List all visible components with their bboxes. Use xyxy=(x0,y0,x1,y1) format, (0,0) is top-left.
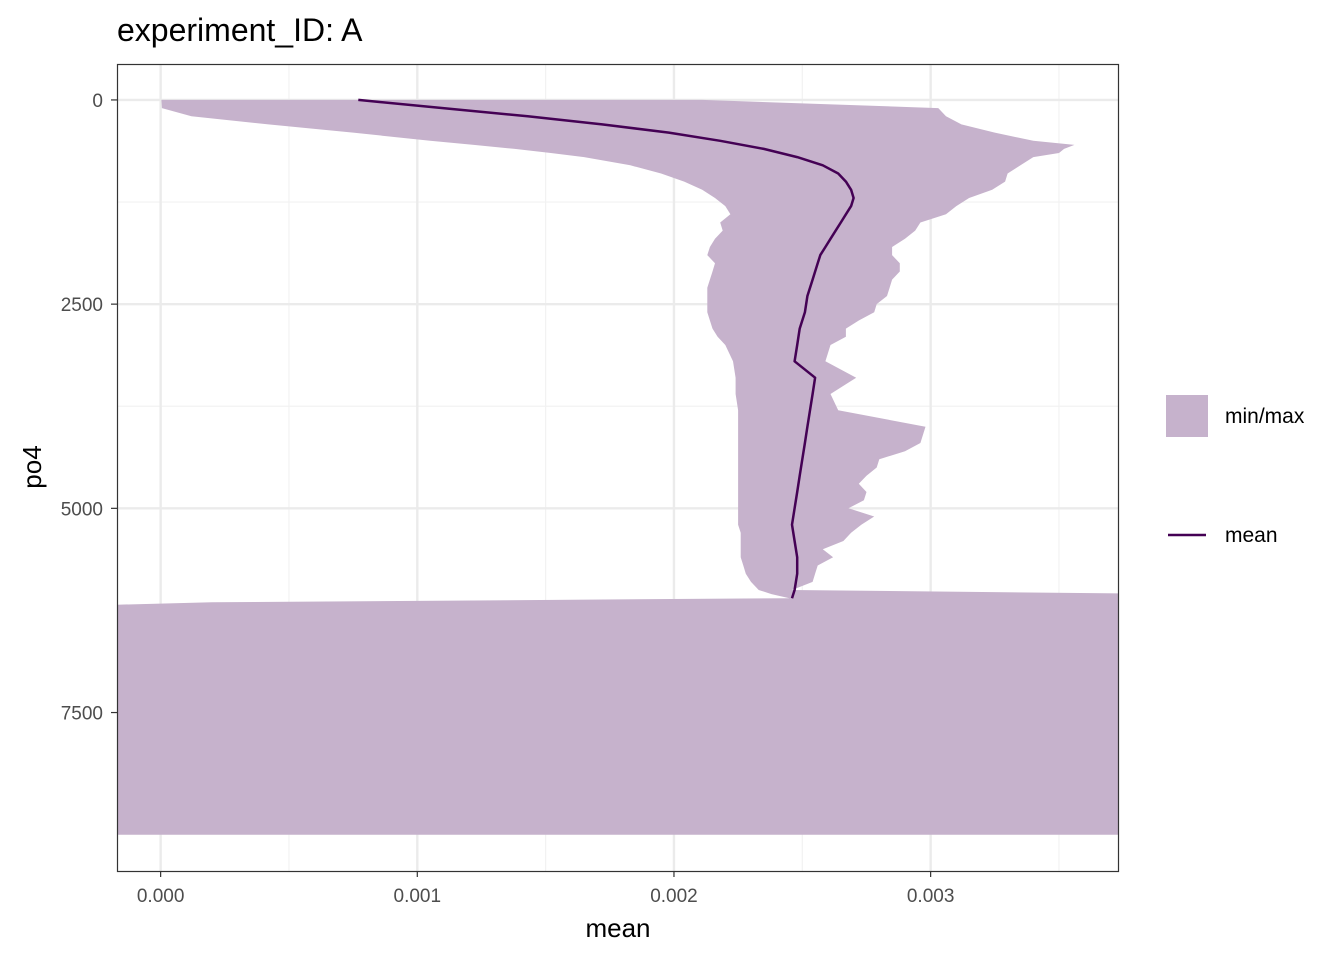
mean-line-layer xyxy=(358,98,855,599)
legend-label-minmax: min/max xyxy=(1225,405,1305,428)
minmax-ribbon xyxy=(117,99,1118,835)
y-tick-label: 2500 xyxy=(61,295,103,316)
x-tick-label: 0.000 xyxy=(137,886,185,907)
x-axis-title: mean xyxy=(585,913,650,943)
y-tick-label: 5000 xyxy=(61,499,103,520)
legend: min/max mean xyxy=(1166,395,1305,547)
x-tick-label: 0.003 xyxy=(907,886,955,907)
mean-line xyxy=(358,98,855,599)
y-axis-title: po4 xyxy=(17,445,47,488)
legend-label-mean: mean xyxy=(1225,524,1278,547)
y-tick-label: 0 xyxy=(92,91,103,112)
panel-border xyxy=(116,63,1120,873)
y-tick-label: 7500 xyxy=(61,704,103,725)
y-axis-ticks: 0 2500 5000 7500 xyxy=(61,91,117,725)
x-tick-label: 0.002 xyxy=(650,886,698,907)
ribbon-layer xyxy=(117,99,1118,835)
legend-key-minmax xyxy=(1166,395,1208,437)
x-axis-ticks: 0.000 0.001 0.002 0.003 xyxy=(137,871,955,907)
x-tick-label: 0.001 xyxy=(394,886,442,907)
chart-title: experiment_ID: A xyxy=(117,12,363,48)
